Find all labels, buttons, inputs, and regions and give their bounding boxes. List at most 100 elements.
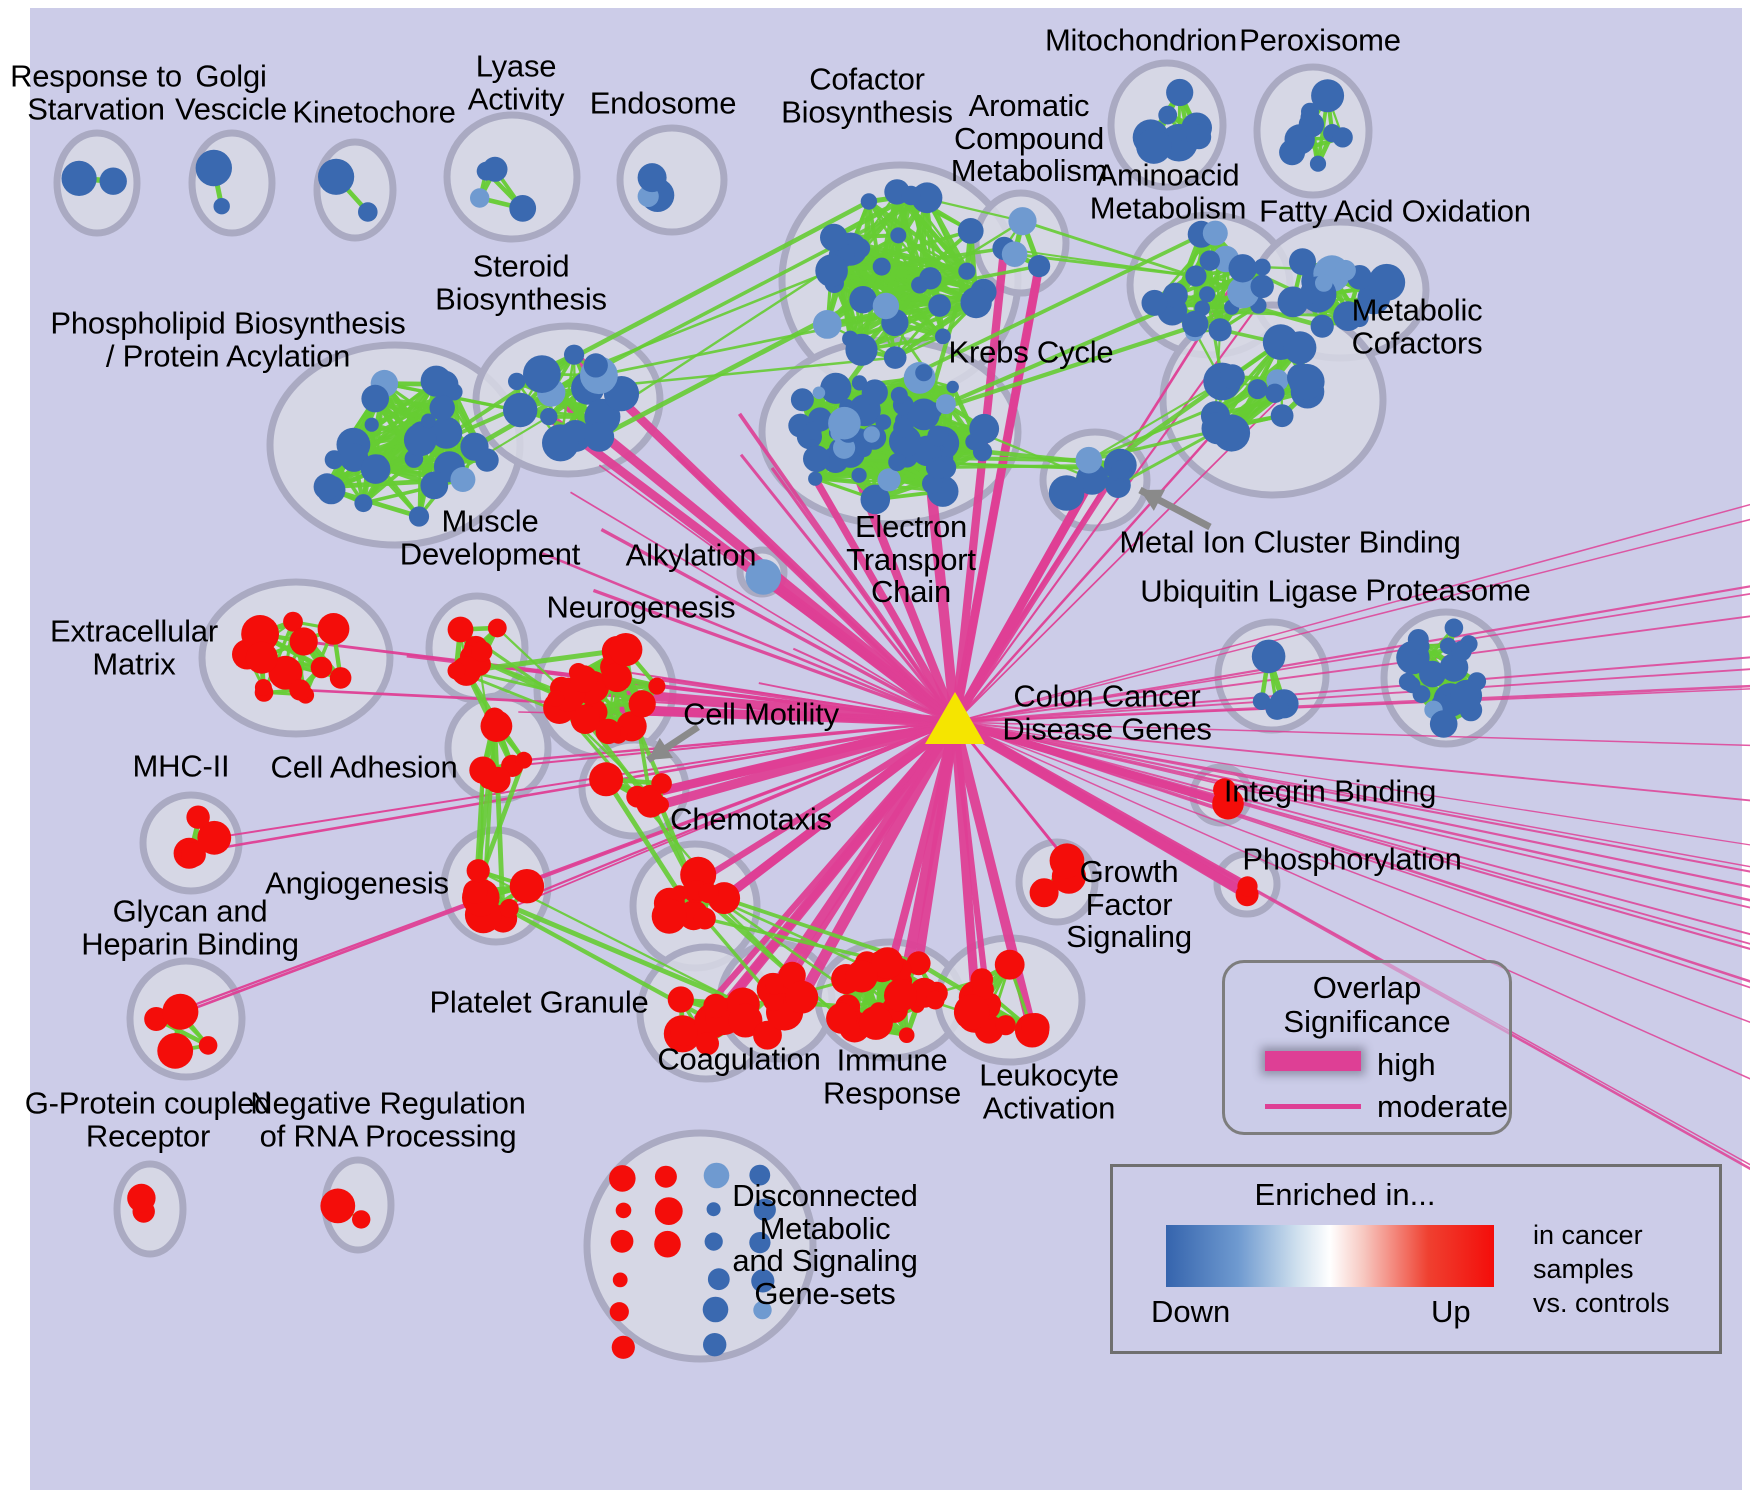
cluster-label-response-to-starvation: Response to Starvation bbox=[10, 58, 182, 126]
gene-set-node bbox=[570, 665, 598, 693]
hub-edge-moderate bbox=[954, 720, 1750, 950]
gene-set-node bbox=[826, 1002, 858, 1034]
gene-set-node bbox=[707, 1268, 730, 1291]
gene-set-node bbox=[195, 149, 232, 187]
cluster-label-cell-adhesion: Cell Adhesion bbox=[270, 749, 458, 785]
gene-set-node bbox=[654, 1230, 681, 1258]
gene-set-node bbox=[1444, 618, 1464, 638]
gene-set-node bbox=[703, 1333, 727, 1357]
gene-set-node bbox=[1199, 286, 1216, 303]
gene-set-node bbox=[860, 484, 891, 515]
colorbar-down-label: Down bbox=[1151, 1294, 1231, 1329]
gene-set-node bbox=[241, 615, 279, 653]
hub-edge-moderate bbox=[188, 720, 956, 855]
hub-edge-moderate bbox=[954, 721, 1750, 936]
gene-set-node bbox=[820, 223, 848, 252]
cluster-label-negative-regulation-rna: Negative Regulation of RNA Processing bbox=[250, 1085, 526, 1153]
gene-set-node bbox=[1001, 241, 1028, 267]
hub-edge-moderate bbox=[953, 721, 1069, 862]
annotation-arrows bbox=[646, 486, 1212, 763]
hub-edge-moderate bbox=[954, 721, 1750, 747]
gene-set-node bbox=[884, 978, 917, 1012]
cluster-label-disconnected-gene-sets: Disconnected Metabolic and Signaling Gen… bbox=[732, 1177, 918, 1311]
gene-set-node bbox=[584, 422, 615, 452]
gene-overlap-edge bbox=[885, 220, 1024, 307]
gene-overlap-edge bbox=[475, 778, 492, 871]
gene-set-node bbox=[1247, 379, 1268, 400]
hub-edge-moderate bbox=[739, 453, 957, 723]
cluster-label-golgi-vescicle: Golgi Vescicle bbox=[174, 58, 288, 126]
gene-set-node bbox=[1213, 778, 1236, 801]
cluster-label-mitochondrion: Mitochondrion bbox=[1044, 22, 1238, 58]
gene-overlap-edge bbox=[816, 457, 1121, 471]
cluster-halo bbox=[53, 129, 141, 237]
gene-set-node bbox=[1265, 383, 1285, 403]
cluster-label-extracellular-matrix: Extracellular Matrix bbox=[50, 613, 218, 681]
gene-set-node bbox=[1136, 128, 1172, 164]
gene-set-node bbox=[957, 218, 984, 244]
gene-set-node bbox=[1251, 639, 1286, 674]
hub-edge-moderate bbox=[592, 588, 956, 724]
cluster-label-phosphorylation: Phosphorylation bbox=[1242, 841, 1462, 877]
gene-set-node bbox=[364, 417, 379, 432]
gene-set-node bbox=[503, 392, 538, 428]
hub-edge-high bbox=[811, 476, 959, 724]
gene-set-node bbox=[704, 1232, 723, 1251]
gene-set-node bbox=[358, 202, 378, 222]
hub-edge-moderate bbox=[954, 721, 1750, 989]
hub-edge-moderate bbox=[954, 427, 1219, 723]
gene-overlap-edge bbox=[860, 194, 914, 301]
gene-set-node bbox=[403, 423, 437, 457]
gene-set-node bbox=[310, 656, 333, 679]
gene-set-node bbox=[463, 879, 488, 904]
gene-set-node bbox=[815, 254, 848, 287]
gene-overlap-edge bbox=[815, 477, 933, 485]
hub-edge-moderate bbox=[954, 615, 1750, 723]
gene-set-node bbox=[430, 416, 463, 449]
cluster-halo bbox=[443, 111, 581, 243]
gene-set-node bbox=[352, 1210, 371, 1229]
cluster-halo bbox=[1107, 59, 1227, 191]
cell-motility-arrow-head bbox=[648, 737, 673, 760]
hub-edge-moderate bbox=[523, 720, 956, 762]
cluster-label-growth-factor-signaling: Growth Factor Signaling bbox=[1066, 854, 1192, 955]
gene-set-node bbox=[929, 460, 949, 480]
cluster-label-muscle-development: Muscle Development bbox=[399, 503, 581, 571]
gene-set-node bbox=[958, 262, 976, 280]
gene-overlap-edge bbox=[1088, 387, 1259, 462]
gene-set-node bbox=[339, 443, 369, 472]
cluster-label-angiogenesis: Angiogenesis bbox=[265, 865, 449, 901]
hub-edge-moderate bbox=[954, 721, 1750, 1024]
gene-set-node bbox=[609, 1302, 629, 1322]
gene-set-node bbox=[871, 947, 904, 979]
overlap-significance-legend: Overlap Significance high moderate bbox=[1222, 960, 1512, 1135]
hub-edge-moderate bbox=[661, 677, 956, 724]
gene-set-node bbox=[654, 1197, 683, 1225]
gene-set-node bbox=[429, 395, 455, 421]
gene-overlap-edge bbox=[540, 199, 870, 377]
hub-edge-moderate bbox=[619, 698, 956, 723]
hub-edge-moderate bbox=[954, 592, 1750, 723]
gene-set-node bbox=[803, 421, 822, 440]
cluster-label-glycan-heparin-binding: Glycan and Heparin Binding bbox=[81, 893, 299, 961]
gene-set-node bbox=[329, 667, 352, 689]
gene-set-node bbox=[820, 372, 852, 404]
gene-set-node bbox=[1277, 286, 1309, 318]
gene-overlap-edge bbox=[375, 458, 488, 471]
gene-set-node bbox=[213, 198, 230, 215]
gene-set-node bbox=[515, 751, 533, 769]
gene-set-node bbox=[651, 898, 687, 934]
hub-edge-moderate bbox=[954, 585, 1750, 724]
metal-ion-arrow-head bbox=[1140, 489, 1166, 511]
gene-overlap-edge bbox=[894, 300, 978, 360]
cluster-label-proteasome: Proteasome bbox=[1365, 572, 1531, 608]
gene-set-node bbox=[482, 156, 508, 182]
gene-overlap-edge bbox=[830, 268, 941, 308]
gene-set-node bbox=[595, 718, 621, 745]
hub-edge-moderate bbox=[541, 551, 956, 724]
gene-set-node bbox=[1265, 696, 1289, 720]
gene-set-node bbox=[99, 167, 127, 195]
gene-set-node bbox=[1429, 710, 1458, 738]
gene-set-node bbox=[1111, 460, 1130, 479]
hub-edge-moderate bbox=[953, 267, 1244, 723]
